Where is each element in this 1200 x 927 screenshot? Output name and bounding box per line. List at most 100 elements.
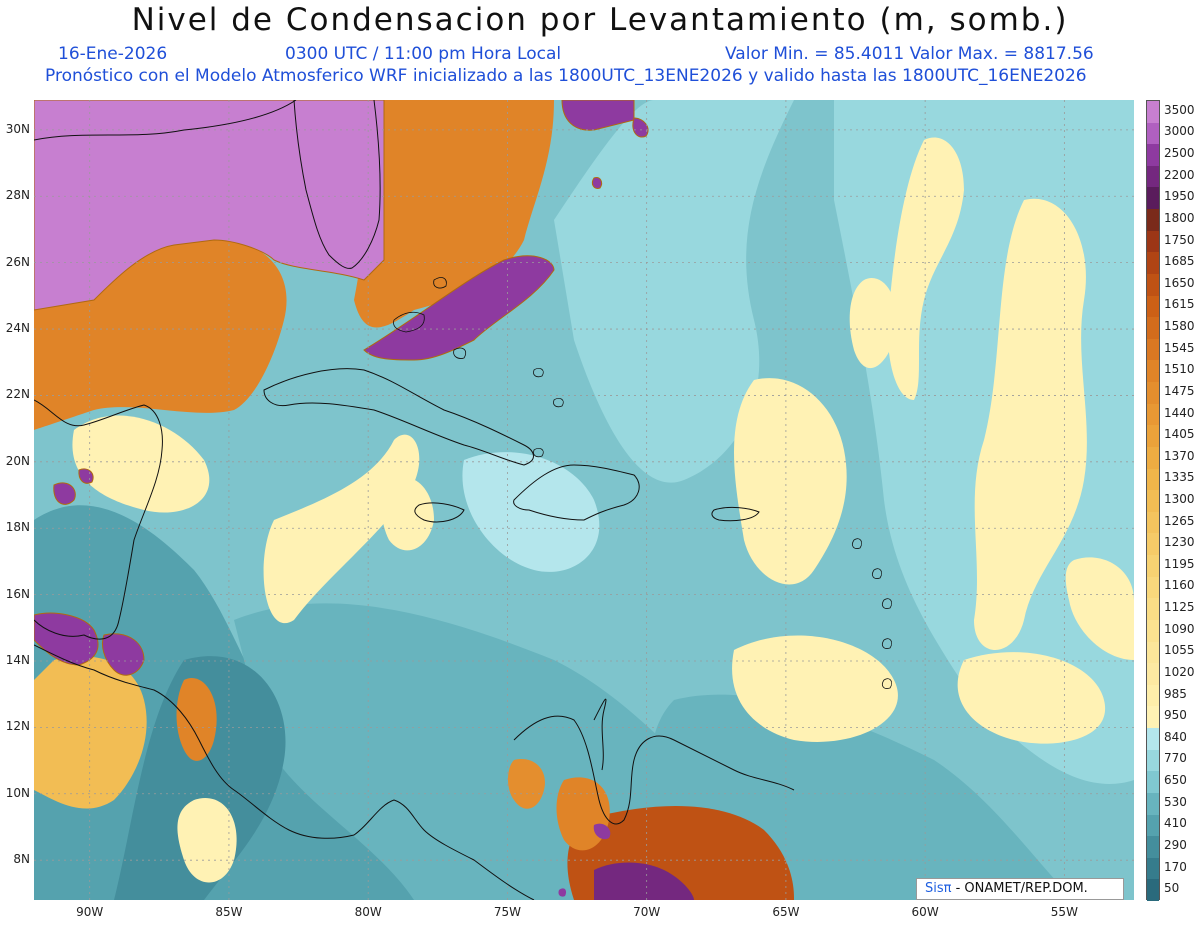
- colorbar-swatch: [1147, 555, 1159, 578]
- colorbar-swatch: [1147, 382, 1159, 405]
- credit-org: - ONAMET/REP.DOM.: [951, 881, 1088, 896]
- lat-label: 8N: [13, 852, 30, 867]
- colorbar-label: 650: [1164, 773, 1187, 788]
- colorbar-label: 1265: [1164, 513, 1195, 528]
- colorbar-label: 2200: [1164, 167, 1195, 182]
- forecast-time: 0300 UTC / 11:00 pm Hora Local: [285, 44, 562, 64]
- colorbar-label: 1685: [1164, 254, 1195, 269]
- lat-label: 10N: [5, 785, 30, 800]
- colorbar-swatch: [1147, 641, 1159, 664]
- field-layer-yellow: [72, 137, 1134, 883]
- colorbar-label: 1195: [1164, 556, 1195, 571]
- colorbar-label: 410: [1164, 816, 1187, 831]
- colorbar-label: 1090: [1164, 621, 1195, 636]
- colorbar-swatch: [1147, 209, 1159, 232]
- colorbar-swatch: [1147, 771, 1159, 794]
- colorbar-swatch: [1147, 101, 1159, 124]
- colorbar-label: 2500: [1164, 146, 1195, 161]
- colorbar-swatch: [1147, 317, 1159, 340]
- colorbar-swatch: [1147, 836, 1159, 859]
- colorbar: [1146, 100, 1160, 902]
- colorbar-label: 1440: [1164, 405, 1195, 420]
- lon-label: 85W: [215, 905, 243, 919]
- forecast-date: 16-Ene-2026: [58, 44, 168, 64]
- colorbar-swatch: [1147, 706, 1159, 729]
- lat-label: 28N: [5, 188, 30, 203]
- colorbar-swatch: [1147, 663, 1159, 686]
- colorbar-label: 1615: [1164, 297, 1195, 312]
- colorbar-label: 3000: [1164, 124, 1195, 139]
- colorbar-label: 1335: [1164, 470, 1195, 485]
- colorbar-swatch: [1147, 511, 1159, 534]
- colorbar-swatch: [1147, 230, 1159, 253]
- colorbar-swatch: [1147, 187, 1159, 210]
- chart-title: Nivel de Condensacion por Levantamiento …: [131, 2, 1069, 38]
- colorbar-label: 1510: [1164, 362, 1195, 377]
- lon-label: 65W: [772, 905, 800, 919]
- colorbar-label: 1020: [1164, 664, 1195, 679]
- colorbar-label: 1750: [1164, 232, 1195, 247]
- colorbar-label: 3500: [1164, 102, 1195, 117]
- colorbar-swatch: [1147, 598, 1159, 621]
- colorbar-swatch: [1147, 295, 1159, 318]
- colorbar-swatch: [1147, 425, 1159, 448]
- colorbar-swatch: [1147, 490, 1159, 513]
- colorbar-swatch: [1147, 468, 1159, 491]
- colorbar-swatch: [1147, 576, 1159, 599]
- colorbar-label: 1800: [1164, 210, 1195, 225]
- lat-label: 12N: [5, 719, 30, 734]
- lat-label: 20N: [5, 453, 30, 468]
- colorbar-label: 170: [1164, 859, 1187, 874]
- lat-label: 24N: [5, 321, 30, 336]
- colorbar-label: 1650: [1164, 275, 1195, 290]
- lat-label: 16N: [5, 586, 30, 601]
- colorbar-swatch: [1147, 338, 1159, 361]
- colorbar-swatch: [1147, 533, 1159, 556]
- colorbar-swatch: [1147, 619, 1159, 643]
- colorbar-label: 840: [1164, 729, 1187, 744]
- colorbar-swatch: [1147, 165, 1159, 188]
- colorbar-label: 1950: [1164, 189, 1195, 204]
- colorbar-swatch: [1147, 144, 1159, 167]
- colorbar-label: 1300: [1164, 492, 1195, 506]
- lcl-map: Sisπ - ONAMET/REP.DOM.: [34, 100, 1134, 900]
- lat-label: 14N: [5, 652, 30, 667]
- colorbar-label: 1370: [1164, 448, 1195, 463]
- colorbar-label: 770: [1164, 751, 1187, 766]
- colorbar-swatch: [1147, 273, 1159, 297]
- colorbar-label: 1580: [1164, 319, 1195, 334]
- min-max-values: Valor Min. = 85.4011 Valor Max. = 8817.5…: [725, 44, 1094, 64]
- lat-label: 30N: [5, 121, 30, 136]
- lon-label: 70W: [633, 905, 661, 919]
- colorbar-label: 1160: [1164, 578, 1195, 593]
- colorbar-label: 290: [1164, 837, 1187, 852]
- lon-label: 60W: [911, 905, 939, 919]
- small-islands: [393, 277, 892, 689]
- colorbar-label: 50: [1164, 881, 1180, 896]
- credit-sis: Sisπ: [925, 881, 952, 896]
- colorbar-swatch: [1147, 792, 1159, 815]
- map-field-svg: [34, 100, 1134, 900]
- colorbar-swatch: [1147, 814, 1159, 837]
- lon-label: 80W: [354, 905, 382, 919]
- colorbar-label: 1055: [1164, 643, 1195, 658]
- lat-label: 26N: [5, 254, 30, 269]
- credit-box: Sisπ - ONAMET/REP.DOM.: [916, 878, 1124, 900]
- colorbar-swatch: [1147, 684, 1159, 707]
- lon-label: 55W: [1050, 905, 1078, 919]
- colorbar-label: 1475: [1164, 383, 1195, 398]
- colorbar-label: 1545: [1164, 340, 1195, 355]
- colorbar-label: 1230: [1164, 535, 1195, 550]
- lon-label: 90W: [76, 905, 104, 919]
- colorbar-label: 950: [1164, 708, 1187, 723]
- lat-label: 18N: [5, 520, 30, 535]
- colorbar-label: 1125: [1164, 600, 1195, 615]
- colorbar-swatch: [1147, 446, 1159, 470]
- colorbar-swatch: [1147, 857, 1159, 880]
- colorbar-label: 530: [1164, 794, 1187, 809]
- colorbar-swatch: [1147, 879, 1159, 902]
- lon-label: 75W: [493, 905, 521, 919]
- field-layer-purple: [34, 100, 694, 900]
- coastlines: [34, 100, 795, 900]
- lat-lon-grid: [34, 100, 1134, 900]
